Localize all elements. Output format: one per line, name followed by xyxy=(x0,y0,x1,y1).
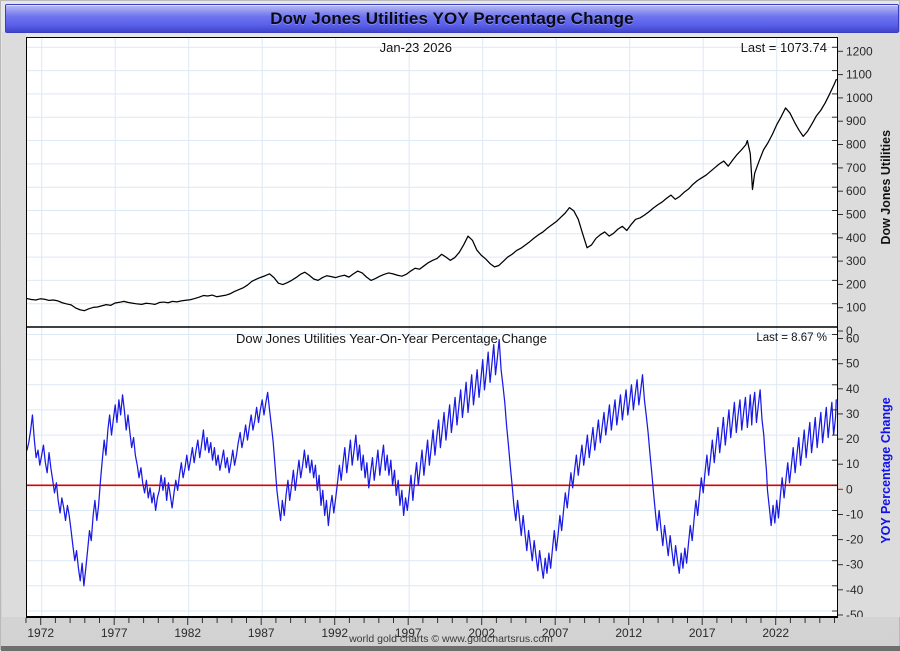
y-tick-label: -50 xyxy=(846,608,864,617)
y-axis-title: Dow Jones Utilities xyxy=(879,130,893,245)
footer-credit: world gold charts © www.goldchartsrus.co… xyxy=(349,633,553,645)
y-tick-label: 200 xyxy=(846,277,866,291)
series-line xyxy=(27,78,837,312)
y-tick-label: 1100 xyxy=(846,68,872,82)
y-tick-label: -10 xyxy=(846,508,864,522)
chart-canvas: Jan-23 2026 Last = 1073.74 Dow Jones Utili… xyxy=(27,38,837,616)
x-tick-label: 1977 xyxy=(101,626,128,640)
x-tick-label: 1972 xyxy=(27,626,54,640)
x-tick-label: 1997 xyxy=(395,626,422,640)
x-tick-label: 2017 xyxy=(689,626,716,640)
price-date-stamp: Jan-23 2026 xyxy=(380,40,452,55)
x-tick-label: 1982 xyxy=(174,626,201,640)
y-tick-label: 20 xyxy=(846,432,860,446)
chart-frame: Jan-23 2026 Last = 1073.74 Dow Jones Utili… xyxy=(26,37,838,617)
y-tick-label: 300 xyxy=(846,254,866,268)
x-tick-label: 1987 xyxy=(248,626,275,640)
x-tick-label: 2012 xyxy=(615,626,642,640)
y-tick-label: 600 xyxy=(846,184,866,198)
y-axis-title: YOY Percentage Change xyxy=(879,397,893,543)
price-panel xyxy=(27,38,837,328)
yoy-panel-title: Dow Jones Utilities Year-On-Year Percent… xyxy=(236,331,547,346)
bottom-bar xyxy=(1,646,900,651)
y-tick-label: 0 xyxy=(846,324,853,338)
right-gutter: 0 100 200 300 400 500 600 700 800 900 1000 1100 1200… xyxy=(838,32,900,622)
y-tick-label: 100 xyxy=(846,301,866,315)
y-tick-label: 1200 xyxy=(846,44,873,58)
x-tick-label: 2007 xyxy=(542,626,569,640)
y-tick-label: 10 xyxy=(846,457,860,471)
x-tick-label: 1992 xyxy=(321,626,348,640)
y-tick-label: 60 xyxy=(846,332,860,346)
yoy-panel xyxy=(27,327,837,616)
y-tick-label: -30 xyxy=(846,558,864,572)
y-axis-labels: 0100200300400500600700800900100011001200… xyxy=(838,44,893,622)
y-tick-label: -40 xyxy=(846,583,864,597)
y-tick-label: 900 xyxy=(846,114,866,128)
window-titlebar: Dow Jones Utilities YOY Percentage Chang… xyxy=(5,4,899,33)
left-gutter xyxy=(2,32,26,617)
x-tick-label: 2002 xyxy=(468,626,495,640)
y-tick-label: 30 xyxy=(846,407,860,421)
price-last-label: Last = 1073.74 xyxy=(741,40,827,55)
y-tick-label: 40 xyxy=(846,382,860,396)
x-tick-label: 2022 xyxy=(762,626,789,640)
page-title: Dow Jones Utilities YOY Percentage Chang… xyxy=(270,8,634,28)
y-tick-label: 50 xyxy=(846,357,860,371)
y-tick-label: 400 xyxy=(846,231,866,245)
y-tick-label: 0 xyxy=(846,482,853,496)
yoy-last-label: Last = 8.67 % xyxy=(756,332,827,344)
y-tick-label: 800 xyxy=(846,138,866,152)
y-tick-label: 1000 xyxy=(846,91,873,105)
y-tick-label: 500 xyxy=(846,208,866,222)
x-axis: 1972 1977 1982 1987 1992 1997 2002 2007 2012 2017… xyxy=(25,617,838,640)
series-line xyxy=(27,338,837,587)
y-tick-label: 700 xyxy=(846,161,866,175)
y-tick-label: -20 xyxy=(846,533,864,547)
